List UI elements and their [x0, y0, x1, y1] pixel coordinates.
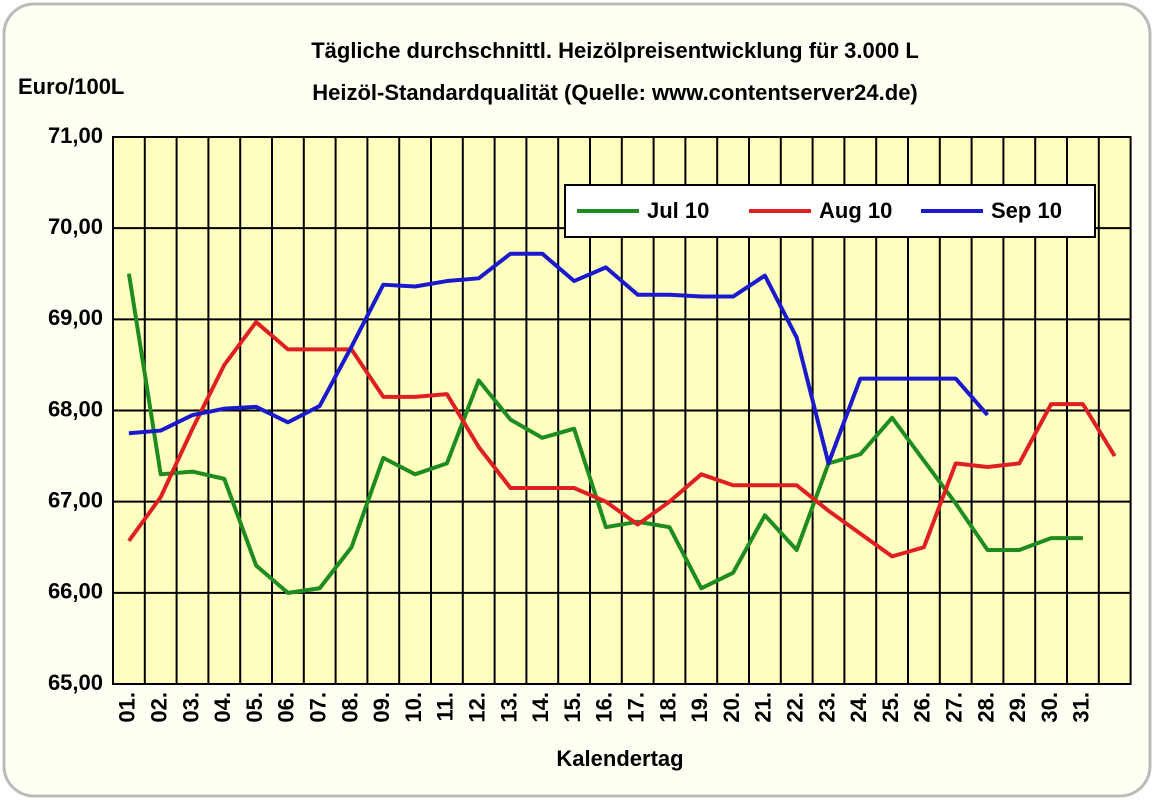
x-tick-label: 14.: [528, 692, 553, 723]
x-tick-label: 12.: [465, 692, 490, 723]
x-tick-label: 02.: [147, 692, 172, 723]
x-tick-label: 05.: [242, 692, 267, 723]
x-tick-label: 20.: [719, 692, 744, 723]
y-tick-label: 71,00: [48, 123, 103, 148]
x-tick-label: 18.: [655, 692, 680, 723]
x-tick-label: 16.: [592, 692, 617, 723]
x-tick-label: 29.: [1005, 692, 1030, 723]
x-tick-label: 09.: [369, 692, 394, 723]
x-axis-label: Kalendertag: [556, 746, 683, 771]
y-tick-label: 67,00: [48, 487, 103, 512]
legend-label: Sep 10: [991, 198, 1062, 223]
series-line: [126, 273, 1083, 595]
plot-border: [112, 136, 1132, 685]
x-tick-label: 25.: [878, 692, 903, 723]
x-tick-label: 08.: [337, 692, 362, 723]
x-tick-label: 28.: [973, 692, 998, 723]
x-tick-label: 30.: [1037, 692, 1062, 723]
x-tick-label: 26.: [910, 692, 935, 723]
legend-label: Jul 10: [647, 198, 709, 223]
y-tick-label: 69,00: [48, 305, 103, 330]
x-tick-label: 13.: [496, 692, 521, 723]
x-tick-label: 04.: [210, 692, 235, 723]
chart-subtitle: Heizöl-Standardqualität (Quelle: www.con…: [312, 80, 918, 105]
x-tick-label: 22.: [783, 692, 808, 723]
x-tick-label: 31.: [1069, 692, 1094, 723]
x-tick-label: 15.: [560, 692, 585, 723]
x-tick-label: 03.: [178, 692, 203, 723]
x-tick-label: 06.: [274, 692, 299, 723]
x-tick-label: 10.: [401, 692, 426, 723]
x-tick-label: 19.: [687, 692, 712, 723]
x-tick-label: 21.: [751, 692, 776, 723]
legend-label: Aug 10: [819, 198, 892, 223]
y-tick-label: 65,00: [48, 670, 103, 695]
y-tick-label: 68,00: [48, 396, 103, 421]
x-tick-label: 27.: [942, 692, 967, 723]
x-tick-label: 23.: [814, 692, 839, 723]
y-tick-label: 70,00: [48, 214, 103, 239]
series-line: [127, 320, 1117, 559]
x-tick-label: 01.: [115, 692, 140, 723]
x-tick-label: 17.: [624, 692, 649, 723]
x-tick-label: 11.: [433, 692, 458, 721]
x-tick-label: 24.: [846, 692, 871, 723]
series-line: [128, 251, 990, 466]
y-tick-label: 66,00: [48, 579, 103, 604]
legend-box: [564, 184, 1096, 238]
x-tick-label: 07.: [306, 692, 331, 723]
chart-title: Tägliche durchschnittl. Heizölpreisentwi…: [311, 38, 919, 63]
y-axis-label: Euro/100L: [18, 74, 124, 99]
